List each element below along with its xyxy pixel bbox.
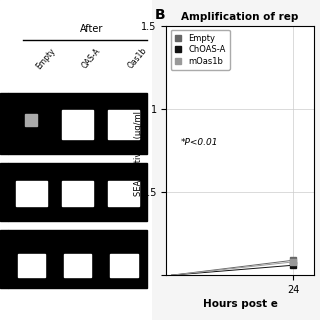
Bar [108, 110, 139, 139]
Text: Oas1b: Oas1b [127, 46, 149, 71]
Y-axis label: SEAP activity (μg/ml ): SEAP activity (μg/ml ) [134, 105, 143, 196]
Text: B: B [155, 8, 166, 22]
X-axis label: Hours post e: Hours post e [203, 299, 277, 309]
Bar [0, 230, 8, 288]
Legend: Empty, ChOAS-A, mOas1b: Empty, ChOAS-A, mOas1b [171, 30, 230, 70]
Bar [62, 110, 93, 139]
Title: Amplification of rep: Amplification of rep [181, 12, 299, 22]
Text: *P<0.01: *P<0.01 [181, 139, 219, 148]
Bar [25, 114, 37, 126]
Bar [8, 163, 148, 221]
Bar [0, 93, 8, 154]
Bar [8, 230, 148, 288]
Bar [108, 181, 139, 206]
Bar [62, 181, 93, 206]
Text: OAS-A: OAS-A [81, 46, 103, 70]
Bar [18, 254, 45, 277]
Bar [0, 163, 8, 221]
Bar [110, 254, 138, 277]
Bar [64, 254, 92, 277]
Text: After: After [79, 24, 103, 34]
Bar [8, 93, 148, 154]
Bar [16, 181, 47, 206]
Text: Empty: Empty [35, 46, 57, 71]
